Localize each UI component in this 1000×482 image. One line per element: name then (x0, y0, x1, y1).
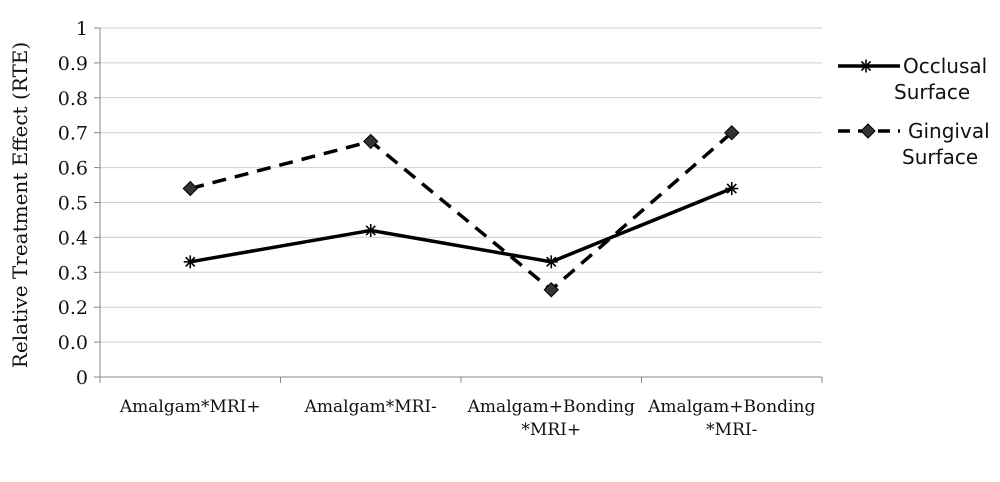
x-tick-label: Amalgam*MRI- (304, 397, 437, 417)
gridlines (100, 27, 822, 343)
y-tick-label: 0.9 (58, 53, 88, 75)
y-tick-label: 0.6 (58, 158, 88, 180)
series-layer (182, 124, 740, 298)
data-point (364, 223, 378, 237)
data-point (183, 255, 197, 269)
legend-label: Occlusal Surface (894, 54, 987, 104)
legend-label: Gingival Surface (902, 119, 990, 169)
y-tick-label: 0.5 (58, 193, 88, 215)
data-point (363, 133, 379, 150)
data-point (725, 182, 739, 196)
y-tick-label: 0.4 (58, 227, 88, 249)
y-tick-label: 0.7 (58, 123, 88, 145)
series-line-0 (189, 186, 733, 264)
data-point (182, 180, 198, 197)
y-tick-label: 1 (76, 18, 88, 40)
y-tick-label: 0 (76, 367, 88, 389)
series-line-1 (189, 131, 733, 292)
y-tick-label: 0.2 (58, 297, 88, 319)
data-point (724, 124, 740, 141)
legend-marker (860, 123, 876, 139)
legend: Occlusal Surface Gingival Surface (838, 54, 990, 169)
x-tick-label: Amalgam+Bonding *MRI- (647, 397, 815, 440)
y-tick-labels: 0 0.0 0.2 0.3 0.4 0.5 0.6 0.7 0.8 0.9 1 (58, 18, 88, 389)
x-tick-labels: Amalgam*MRI+ Amalgam*MRI- Amalgam+Bonding *… (119, 397, 816, 440)
x-tick-label: Amalgam+Bonding *MRI+ (467, 397, 635, 440)
y-axis-label: Relative Treatment Effect (RTE) (8, 42, 32, 368)
axes (94, 27, 823, 383)
y-tick-label: 0.0 (58, 332, 88, 354)
data-point (543, 282, 559, 298)
data-point (544, 255, 558, 269)
y-tick-label: 0.3 (58, 262, 88, 284)
legend-marker (859, 59, 873, 73)
x-tick-label: Amalgam*MRI+ (119, 397, 261, 417)
y-tick-label: 0.8 (58, 88, 88, 110)
